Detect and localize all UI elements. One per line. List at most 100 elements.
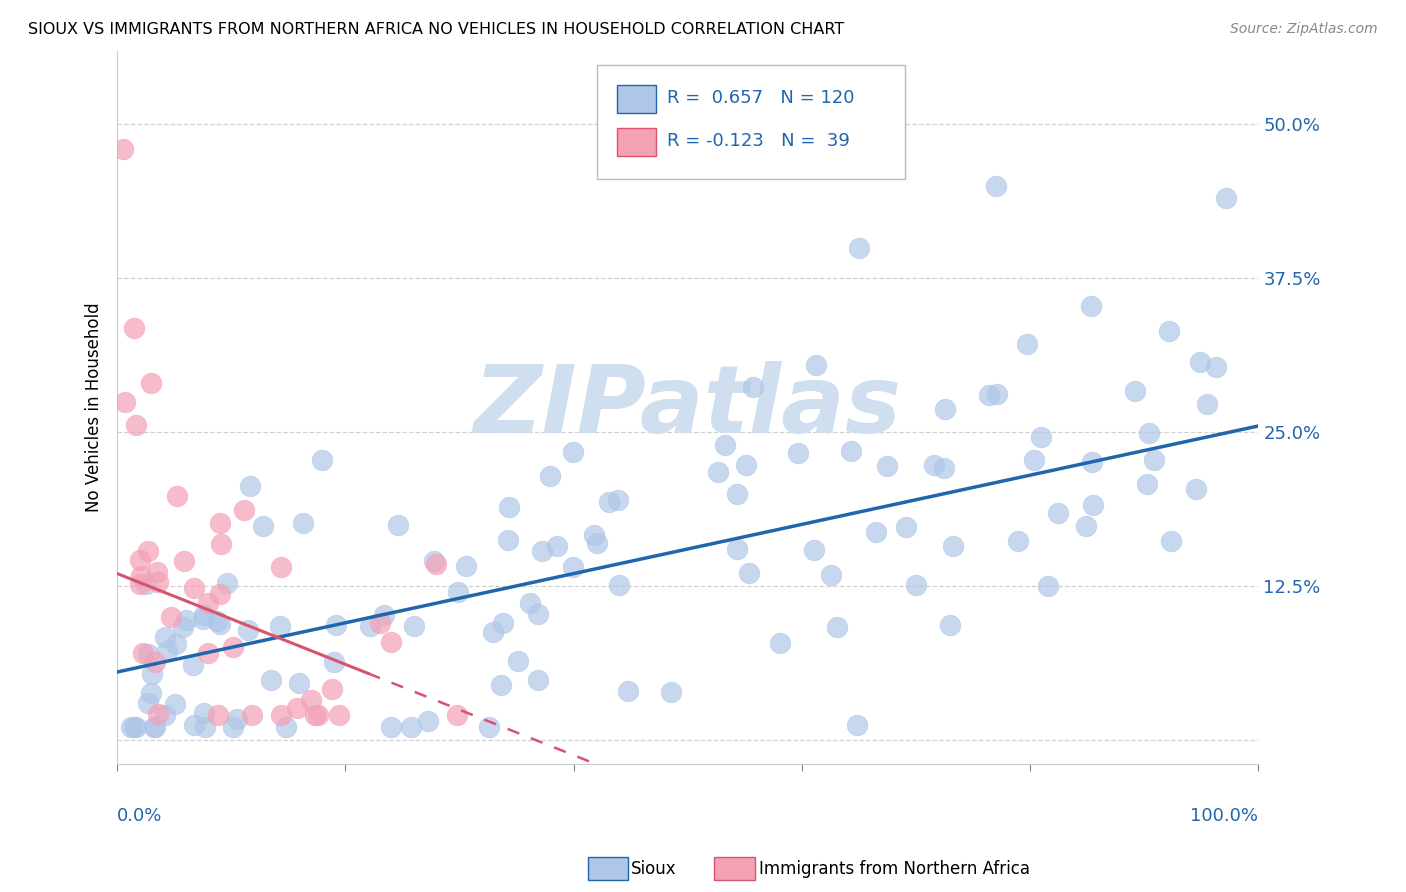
Text: 100.0%: 100.0% — [1191, 807, 1258, 825]
Point — [129, 577, 152, 591]
Point — [1076, 519, 1098, 533]
Point — [598, 495, 620, 509]
Point — [155, 631, 177, 645]
Point — [166, 489, 188, 503]
Point — [661, 685, 683, 699]
Point — [1215, 191, 1237, 205]
Point — [492, 615, 515, 630]
Point — [142, 720, 165, 734]
Point — [129, 552, 152, 566]
Point — [291, 516, 314, 530]
Point — [561, 444, 583, 458]
Point — [270, 560, 292, 574]
Point — [1137, 425, 1160, 440]
Point — [934, 402, 956, 417]
Point — [769, 636, 792, 650]
Point — [446, 708, 468, 723]
Point — [1185, 483, 1208, 497]
Point — [562, 560, 585, 574]
Point — [240, 708, 263, 723]
Point — [498, 500, 520, 514]
Point — [145, 565, 167, 579]
Text: R = -0.123   N =  39: R = -0.123 N = 39 — [668, 132, 851, 151]
Point — [124, 320, 146, 334]
Point — [328, 708, 350, 723]
Point — [146, 706, 169, 721]
Point — [402, 619, 425, 633]
Point — [193, 706, 215, 720]
Point — [193, 607, 215, 622]
Point — [387, 518, 409, 533]
Point — [1143, 452, 1166, 467]
Point — [546, 539, 568, 553]
Point — [713, 438, 735, 452]
Point — [111, 142, 134, 156]
Point — [222, 640, 245, 654]
Point — [725, 541, 748, 556]
Point — [209, 536, 232, 550]
Point — [482, 624, 505, 639]
Point — [399, 720, 422, 734]
Point — [141, 686, 163, 700]
Point — [131, 646, 153, 660]
Point — [380, 720, 402, 734]
Point — [148, 575, 170, 590]
Point — [226, 712, 249, 726]
Point — [288, 676, 311, 690]
Point — [984, 179, 1007, 194]
Point — [239, 479, 262, 493]
Point — [896, 520, 918, 534]
Point — [1157, 324, 1180, 338]
Point — [803, 542, 825, 557]
Point — [136, 648, 159, 662]
Point — [738, 566, 761, 581]
Point — [508, 654, 530, 668]
Point — [183, 718, 205, 732]
Point — [325, 618, 347, 632]
Point — [236, 624, 259, 638]
Point — [276, 720, 298, 734]
Point — [1081, 455, 1104, 469]
Point — [530, 544, 553, 558]
Point — [1047, 506, 1070, 520]
FancyBboxPatch shape — [617, 128, 655, 155]
Point — [616, 684, 638, 698]
Point — [583, 527, 606, 541]
Point — [181, 658, 204, 673]
Point — [207, 708, 229, 723]
Point — [285, 700, 308, 714]
Point — [173, 554, 195, 568]
Point — [260, 673, 283, 687]
Point — [232, 502, 254, 516]
Point — [845, 718, 868, 732]
Point — [478, 720, 501, 734]
Point — [252, 519, 274, 533]
Point — [422, 554, 444, 568]
FancyBboxPatch shape — [617, 85, 655, 112]
Point — [129, 569, 152, 583]
Point — [359, 619, 381, 633]
Text: Sioux: Sioux — [631, 860, 676, 878]
Point — [209, 617, 232, 632]
Point — [425, 557, 447, 571]
Point — [143, 655, 166, 669]
FancyBboxPatch shape — [596, 65, 904, 179]
Point — [172, 620, 194, 634]
Point — [138, 544, 160, 558]
Point — [1188, 355, 1211, 369]
Point — [979, 387, 1001, 401]
Point — [174, 613, 197, 627]
Point — [373, 608, 395, 623]
Point — [1080, 299, 1102, 313]
Point — [1024, 453, 1046, 467]
Point — [183, 581, 205, 595]
Point — [209, 587, 232, 601]
Point — [163, 697, 186, 711]
Point — [217, 576, 239, 591]
Point — [307, 708, 329, 723]
Point — [527, 673, 550, 688]
Point — [1195, 397, 1218, 411]
Point — [607, 492, 630, 507]
Point — [141, 667, 163, 681]
Text: R =  0.657   N = 120: R = 0.657 N = 120 — [668, 89, 855, 108]
